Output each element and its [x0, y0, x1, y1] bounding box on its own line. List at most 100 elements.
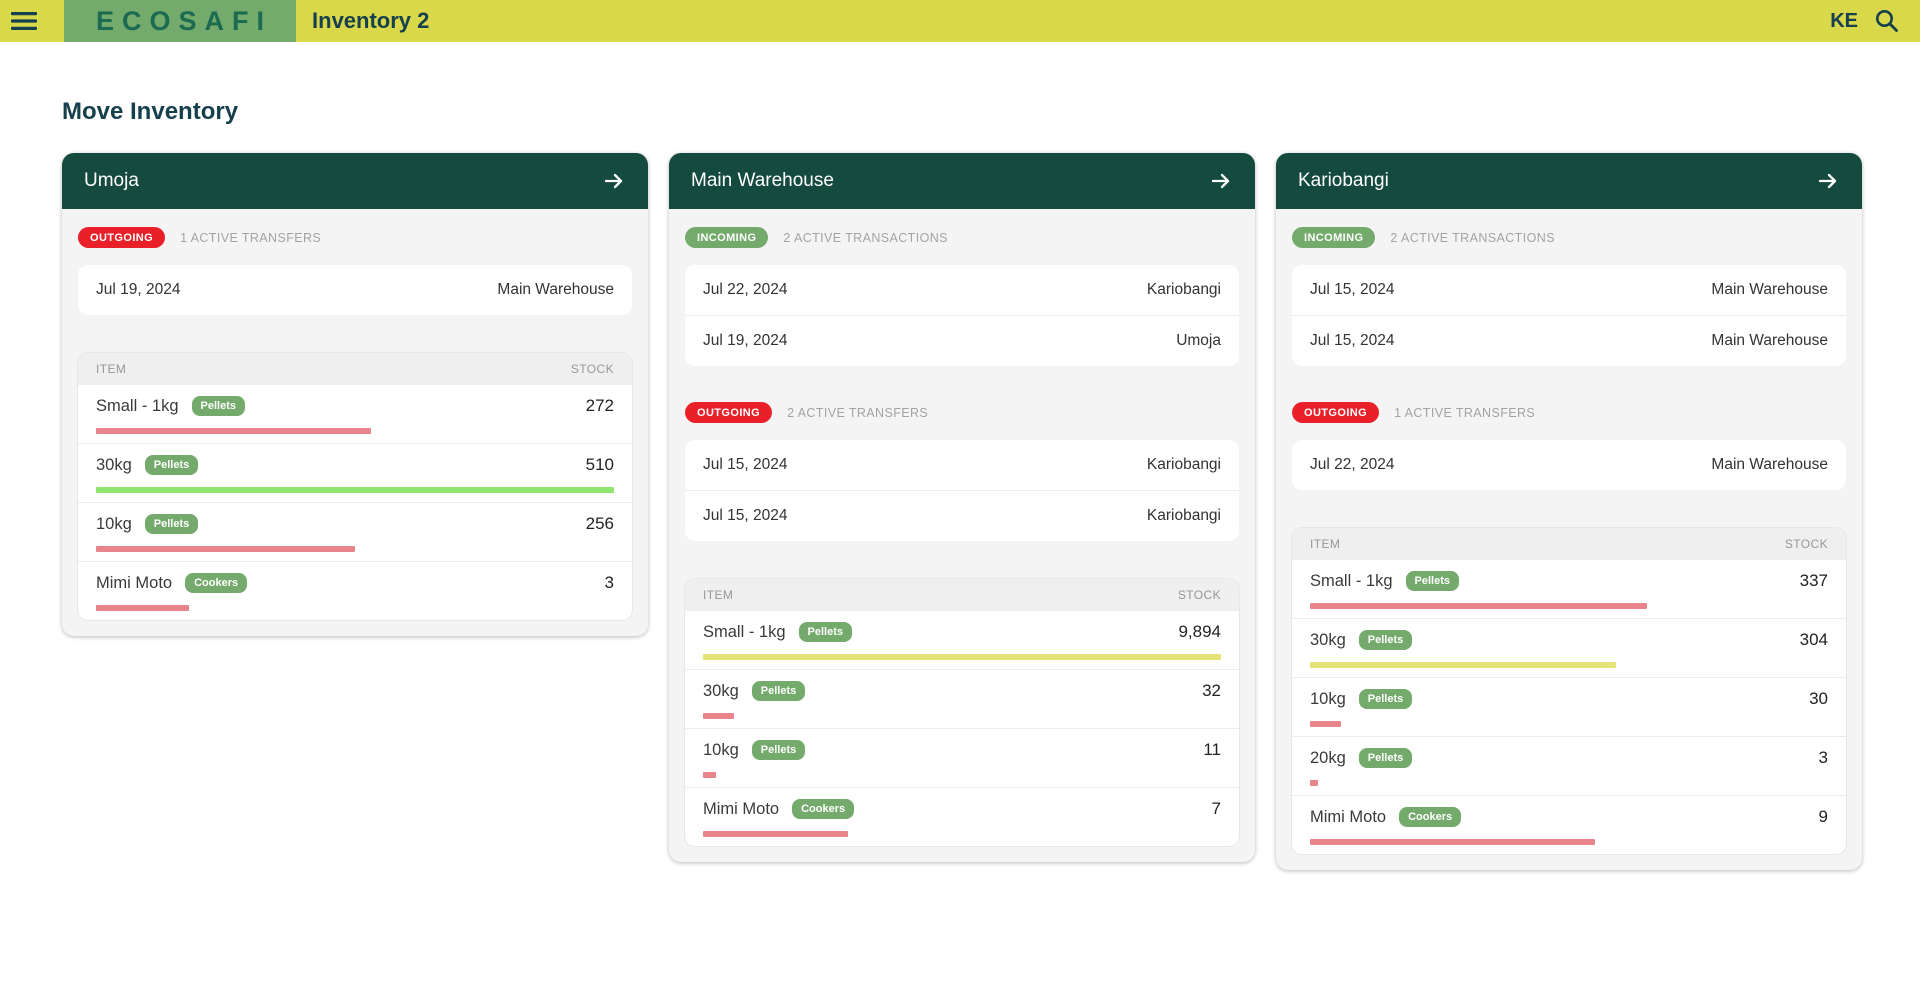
- stock-bar: [96, 546, 355, 552]
- stock-row: 30kg Pellets 510: [78, 443, 632, 502]
- card-header[interactable]: Kariobangi: [1276, 153, 1862, 209]
- transfer-row[interactable]: Jul 22, 2024 Kariobangi: [685, 265, 1239, 315]
- card-header[interactable]: Main Warehouse: [669, 153, 1255, 209]
- stock-value: 30: [1809, 689, 1828, 708]
- stock-bar: [703, 713, 735, 719]
- stock-row: 10kg Pellets 11: [685, 728, 1239, 787]
- stock-bar: [703, 831, 849, 837]
- warehouse-name: Umoja: [84, 170, 139, 191]
- stock-value: 9: [1818, 807, 1828, 826]
- item-name: Mimi Moto: [96, 573, 173, 592]
- transfer-list: Jul 22, 2024 Main Warehouse: [1292, 440, 1846, 490]
- direction-badge: OUTGOING: [685, 402, 773, 423]
- category-tag: Pellets: [751, 740, 806, 760]
- category-tag: Pellets: [191, 396, 245, 416]
- direction-badge: OUTGOING: [78, 227, 166, 248]
- transfer-date: Jul 19, 2024: [96, 281, 181, 298]
- transfer-list: Jul 19, 2024 Main Warehouse: [78, 265, 632, 315]
- stock-column-header: STOCK: [1784, 537, 1828, 551]
- warehouse-name: Main Warehouse: [691, 170, 834, 191]
- stock-value: 256: [585, 514, 614, 533]
- transfer-counterparty: Main Warehouse: [497, 281, 614, 298]
- item-name: Mimi Moto: [1310, 807, 1387, 826]
- transfer-counterparty: Umoja: [1176, 332, 1221, 349]
- category-tag: Pellets: [1358, 630, 1413, 650]
- stock-value: 9,894: [1178, 622, 1221, 641]
- stock-value: 337: [1799, 571, 1828, 590]
- item-column-header: ITEM: [96, 362, 127, 376]
- transfer-date: Jul 19, 2024: [703, 332, 788, 349]
- transfer-row[interactable]: Jul 15, 2024 Kariobangi: [685, 440, 1239, 490]
- transfer-row[interactable]: Jul 15, 2024 Main Warehouse: [1292, 265, 1846, 315]
- warehouse-card-main-warehouse: Main Warehouse INCOMING 2 ACTIVE TRANSAC…: [669, 153, 1255, 862]
- warehouse-card-kariobangi: Kariobangi INCOMING 2 ACTIVE TRANSACTION…: [1276, 153, 1862, 870]
- badge-row: INCOMING 2 ACTIVE TRANSACTIONS: [1292, 227, 1846, 248]
- direction-badge: INCOMING: [1292, 227, 1376, 248]
- category-tag: Pellets: [144, 455, 199, 475]
- arrow-right-icon[interactable]: [602, 169, 626, 193]
- badge-row: OUTGOING 2 ACTIVE TRANSFERS: [685, 402, 1239, 423]
- card-header[interactable]: Umoja: [62, 153, 648, 209]
- item-name: Small - 1kg: [1310, 571, 1393, 590]
- active-count-label: 2 ACTIVE TRANSACTIONS: [783, 230, 948, 245]
- transfer-date: Jul 15, 2024: [703, 507, 788, 524]
- transfer-date: Jul 15, 2024: [1310, 332, 1395, 349]
- stock-row: 10kg Pellets 30: [1292, 677, 1846, 736]
- transfer-row[interactable]: Jul 15, 2024 Main Warehouse: [1292, 315, 1846, 366]
- transfer-section-outgoing: OUTGOING 2 ACTIVE TRANSFERS Jul 15, 2024…: [685, 402, 1239, 541]
- stock-row: Small - 1kg Pellets 272: [78, 385, 632, 443]
- stock-column-header: STOCK: [570, 362, 614, 376]
- transfer-row[interactable]: Jul 19, 2024 Umoja: [685, 315, 1239, 366]
- stock-bar: [96, 428, 371, 434]
- item-name: 30kg: [96, 455, 132, 474]
- transfer-counterparty: Main Warehouse: [1711, 456, 1828, 473]
- category-tag: Cookers: [185, 573, 248, 593]
- item-name: 10kg: [1310, 689, 1346, 708]
- stock-value: 3: [604, 573, 614, 592]
- app-bar: ECOSAFI Inventory 2 KE: [0, 0, 1920, 42]
- stock-table: ITEM STOCK Small - 1kg Pellets 272 30kg …: [78, 353, 632, 620]
- transfer-row[interactable]: Jul 22, 2024 Main Warehouse: [1292, 440, 1846, 490]
- item-column-header: ITEM: [703, 588, 734, 602]
- ecosafi-logo[interactable]: ECOSAFI: [64, 0, 297, 42]
- item-name: 10kg: [96, 514, 132, 533]
- transfer-row[interactable]: Jul 15, 2024 Kariobangi: [685, 490, 1239, 541]
- stock-value: 32: [1202, 681, 1221, 700]
- transfer-counterparty: Kariobangi: [1146, 456, 1221, 473]
- stock-bar: [1310, 780, 1318, 786]
- stock-table: ITEM STOCK Small - 1kg Pellets 9,894 30k…: [685, 579, 1239, 846]
- item-column-header: ITEM: [1310, 537, 1341, 551]
- item-name: Small - 1kg: [96, 396, 179, 415]
- stock-row: Mimi Moto Cookers 3: [78, 561, 632, 620]
- transfer-date: Jul 15, 2024: [1310, 281, 1395, 298]
- card-body: INCOMING 2 ACTIVE TRANSACTIONS Jul 15, 2…: [1276, 209, 1862, 870]
- transfer-date: Jul 22, 2024: [1310, 456, 1395, 473]
- search-icon: [1876, 10, 1898, 32]
- hamburger-menu-button[interactable]: [0, 0, 48, 42]
- item-name: 30kg: [703, 681, 739, 700]
- stock-row: Small - 1kg Pellets 9,894: [685, 611, 1239, 669]
- transfer-row[interactable]: Jul 19, 2024 Main Warehouse: [78, 265, 632, 315]
- search-button[interactable]: [1874, 8, 1900, 34]
- category-tag: Pellets: [798, 622, 852, 642]
- stock-bar: [1310, 603, 1647, 609]
- item-name: Small - 1kg: [703, 622, 786, 641]
- category-tag: Pellets: [1358, 748, 1413, 768]
- logo-text: ECOSAFI: [96, 5, 273, 36]
- page-title: Move Inventory: [62, 98, 239, 125]
- stock-value: 7: [1211, 799, 1221, 818]
- badge-row: INCOMING 2 ACTIVE TRANSACTIONS: [685, 227, 1239, 248]
- item-name: Mimi Moto: [703, 799, 780, 818]
- card-body: INCOMING 2 ACTIVE TRANSACTIONS Jul 22, 2…: [669, 209, 1255, 862]
- transfer-date: Jul 22, 2024: [703, 281, 788, 298]
- stock-row: 30kg Pellets 304: [1292, 618, 1846, 677]
- arrow-right-icon[interactable]: [1816, 169, 1840, 193]
- stock-bar: [1310, 662, 1616, 668]
- country-selector[interactable]: KE: [1830, 9, 1858, 32]
- category-tag: Pellets: [144, 514, 199, 534]
- arrow-right-icon[interactable]: [1209, 169, 1233, 193]
- active-count-label: 2 ACTIVE TRANSFERS: [787, 405, 929, 420]
- card-body: OUTGOING 1 ACTIVE TRANSFERS Jul 19, 2024…: [62, 209, 648, 636]
- category-tag: Cookers: [792, 799, 855, 819]
- stock-value: 3: [1818, 748, 1828, 767]
